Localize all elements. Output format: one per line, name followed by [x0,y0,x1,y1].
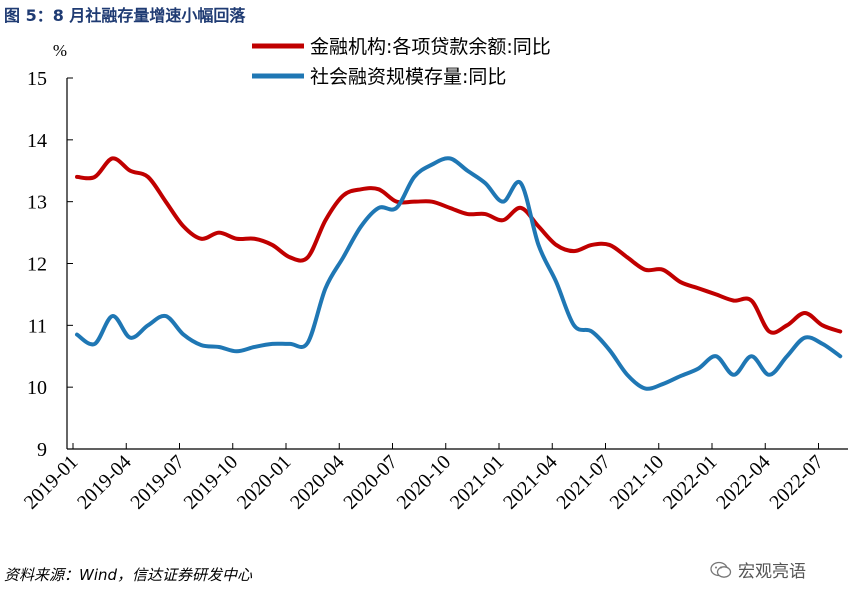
x-tick-label: 2020-04 [286,451,349,514]
x-tick-label: 2021-04 [499,451,562,514]
y-tick-label: 10 [27,377,47,399]
y-tick-label: 11 [28,315,47,337]
y-tick-label: 9 [37,439,47,461]
wechat-icon [710,561,732,578]
x-tick-label: 2020-10 [393,451,456,514]
y-tick-label: 12 [27,254,47,276]
x-tick-label: 2021-10 [606,451,669,514]
y-tick-label: 13 [27,192,47,214]
x-tick-label: 2021-07 [552,451,615,514]
legend-label-1: 金融机构:各项贷款余额:同比 [310,36,551,58]
source-note: 资料来源：Wind，信达证券研发中心 [4,566,253,584]
y-unit-label: % [53,41,67,60]
chart-title: 图 5：8 月社融存量增速小幅回落 [4,6,246,25]
x-tick-label: 2021-01 [446,451,509,514]
y-tick-label: 15 [27,68,47,90]
x-tick-label: 2022-01 [659,451,722,514]
watermark: 宏观亮语 [710,557,806,582]
x-tick-label: 2019-04 [73,451,136,514]
watermark-text: 宏观亮语 [738,562,806,582]
series-line-1 [75,156,843,335]
x-tick-label: 2020-01 [233,451,296,514]
x-tick-label: 2019-10 [180,451,243,514]
chart-series [75,156,843,391]
x-tick-label: 2020-07 [339,451,402,514]
x-tick-label: 2022-07 [765,451,828,514]
series-line-2 [75,156,843,391]
x-tick-label: 2019-01 [20,451,83,514]
chart-axes: 9 10 11 12 13 14 15% 2019-012019-042019-072019-… [20,41,848,514]
legend-label-2: 社会融资规模存量:同比 [310,66,506,88]
y-tick-label: 14 [27,130,47,152]
x-tick-label: 2019-07 [126,451,189,514]
x-tick-label: 2022-04 [712,451,775,514]
